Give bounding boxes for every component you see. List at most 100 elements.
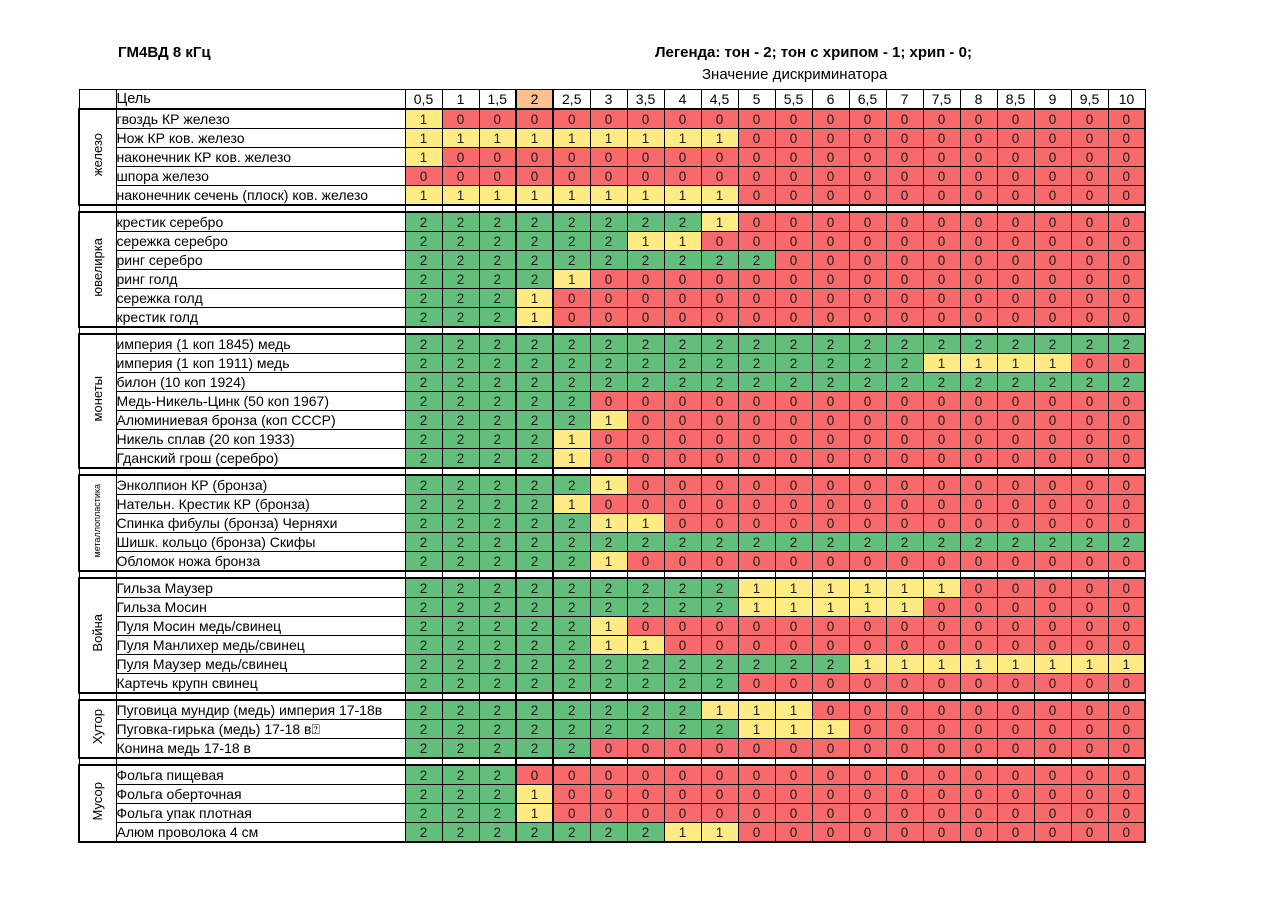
value-cell: 2 <box>700 250 739 270</box>
value-cell: 0 <box>589 166 628 186</box>
value-cell: 2 <box>811 353 850 373</box>
separator-cell <box>515 468 554 475</box>
value-cell: 2 <box>1033 333 1072 354</box>
target-name-cell: Нож КР ков. железо <box>115 128 406 148</box>
value-cell: 0 <box>811 474 850 495</box>
value-cell: 2 <box>552 551 591 572</box>
target-name-cell: Медь-Никель-Цинк (50 коп 1967) <box>115 391 406 411</box>
value-cell: 0 <box>959 673 998 694</box>
value-cell: 0 <box>811 108 850 129</box>
value-cell: 2 <box>478 764 517 785</box>
separator-row <box>78 693 1146 700</box>
value-cell: 0 <box>885 803 924 823</box>
target-name-cell: ринг серебро <box>115 250 406 270</box>
table-row: Пуля Мосин медь/свинец 2 2 2 2 2 1 0 0 0 0 0 0 0 0 0 0 0 0… <box>79 616 1146 636</box>
value-cell: 2 <box>552 353 591 373</box>
value-cell: 0 <box>589 429 628 449</box>
value-cell: 1 <box>626 185 665 206</box>
value-cell: 1 <box>626 635 665 655</box>
value-cell: 0 <box>811 494 850 514</box>
value-cell: 0 <box>1033 803 1072 823</box>
value-cell: 0 <box>626 288 665 308</box>
value-cell: 0 <box>663 494 702 514</box>
value-cell: 0 <box>589 764 628 785</box>
value-cell: 0 <box>663 764 702 785</box>
value-cell: 0 <box>589 448 628 469</box>
value-cell: 0 <box>552 147 591 167</box>
separator-cell <box>115 758 406 765</box>
value-cell: 2 <box>515 822 554 843</box>
value-cell: 0 <box>996 108 1035 129</box>
value-cell: 0 <box>737 410 776 430</box>
value-cell: 0 <box>663 738 702 759</box>
value-cell: 0 <box>1107 108 1146 129</box>
separator-cell <box>922 693 961 700</box>
value-cell: 2 <box>441 353 480 373</box>
value-cell: 0 <box>589 307 628 328</box>
value-cell: 2 <box>552 577 591 598</box>
table-row: Алюм проволока 4 см 2 2 2 2 2 2 2 1 1 0 0 0 0 0 0 0 0 0 0 0 <box>79 822 1146 843</box>
value-cell: 0 <box>922 738 961 759</box>
value-cell: 0 <box>1070 108 1109 129</box>
value-cell: 1 <box>774 577 813 598</box>
value-cell: 0 <box>848 307 887 328</box>
table-row: Шишк. кольцо (бронза) Скифы 2 2 2 2 2 2 2 2 2 2 2 2 2… <box>79 532 1146 552</box>
value-cell: 1 <box>774 699 813 720</box>
column-header-highlighted: 2 <box>515 89 554 110</box>
target-name-cell: Пуля Маузер медь/свинец <box>115 654 406 674</box>
value-cell: 0 <box>848 719 887 739</box>
value-cell: 2 <box>441 699 480 720</box>
separator-cell <box>515 327 554 334</box>
value-cell: 0 <box>589 391 628 411</box>
value-cell: 0 <box>774 231 813 251</box>
value-cell: 0 <box>996 577 1035 598</box>
value-cell: 1 <box>922 353 961 373</box>
value-cell: 2 <box>441 211 480 232</box>
value-cell: 0 <box>959 719 998 739</box>
value-cell: 2 <box>589 577 628 598</box>
separator-cell <box>885 205 924 212</box>
separator-cell <box>774 205 813 212</box>
value-cell: 0 <box>996 784 1035 804</box>
value-cell: 1 <box>589 410 628 430</box>
value-cell: 2 <box>1070 532 1109 552</box>
value-cell: 2 <box>441 391 480 411</box>
value-cell: 0 <box>1070 738 1109 759</box>
separator-cell <box>515 758 554 765</box>
value-cell: 0 <box>700 803 739 823</box>
value-cell: 1 <box>663 231 702 251</box>
value-cell: 0 <box>552 166 591 186</box>
target-name-cell: Гданский грош (серебро) <box>115 448 406 469</box>
value-cell: 1 <box>552 269 591 289</box>
value-cell: 2 <box>478 448 517 469</box>
value-cell: 0 <box>774 616 813 636</box>
value-cell: 2 <box>885 353 924 373</box>
value-cell: 0 <box>996 738 1035 759</box>
separator-cell <box>700 327 739 334</box>
value-cell: 2 <box>626 577 665 598</box>
value-cell: 0 <box>663 410 702 430</box>
value-cell: 2 <box>515 513 554 533</box>
separator-cell <box>885 693 924 700</box>
value-cell: 2 <box>885 333 924 354</box>
value-cell: 0 <box>885 513 924 533</box>
value-cell: 2 <box>515 654 554 674</box>
value-cell: 0 <box>589 269 628 289</box>
value-cell: 0 <box>996 288 1035 308</box>
separator-cell <box>885 758 924 765</box>
column-header: 3 <box>589 89 628 110</box>
table-row: железо гвоздь КР железо 1 0 0 0 0 0 0 0 0 0 0 0 0 0 0 0 0 0… <box>78 108 1146 206</box>
target-name-cell: ринг голд <box>115 269 406 289</box>
value-cell: 0 <box>922 699 961 720</box>
separator-cell <box>404 693 443 700</box>
value-cell: 0 <box>922 822 961 843</box>
value-cell: 0 <box>1107 764 1146 785</box>
group-label: Война <box>78 577 117 694</box>
value-cell: 2 <box>515 391 554 411</box>
value-cell: 0 <box>626 784 665 804</box>
separator-cell <box>115 205 406 212</box>
value-cell: 0 <box>663 307 702 328</box>
value-cell: 0 <box>959 784 998 804</box>
value-cell: 1 <box>589 616 628 636</box>
value-cell: 0 <box>1107 288 1146 308</box>
